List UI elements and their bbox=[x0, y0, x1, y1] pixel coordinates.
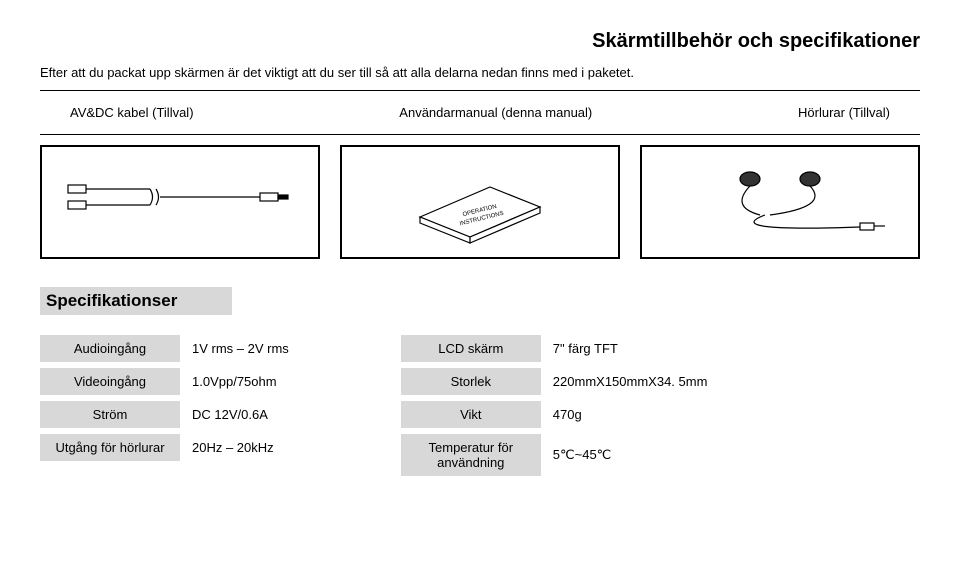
spec-value: 1.0Vpp/75ohm bbox=[180, 368, 289, 395]
images-row: OPERATION INSTRUCTIONS bbox=[40, 145, 920, 259]
image-headphones bbox=[640, 145, 920, 259]
item-label-2: Användarmanual (denna manual) bbox=[399, 105, 592, 120]
spec-label: Ström bbox=[40, 401, 180, 428]
specs-container: Audioingång 1V rms – 2V rms Videoingång … bbox=[40, 335, 920, 476]
spec-row-temp: Temperatur för användning 5℃~45℃ bbox=[401, 434, 720, 476]
specs-left-column: Audioingång 1V rms – 2V rms Videoingång … bbox=[40, 335, 301, 476]
spec-value: 7" färg TFT bbox=[541, 335, 630, 362]
spec-row-lcd: LCD skärm 7" färg TFT bbox=[401, 335, 720, 362]
spec-row-size: Storlek 220mmX150mmX34. 5mm bbox=[401, 368, 720, 395]
headphones-icon bbox=[660, 157, 900, 247]
spec-value: 1V rms – 2V rms bbox=[180, 335, 301, 362]
spec-row-audio: Audioingång 1V rms – 2V rms bbox=[40, 335, 301, 362]
spec-label: Audioingång bbox=[40, 335, 180, 362]
spec-label: Vikt bbox=[401, 401, 541, 428]
intro-text: Efter att du packat upp skärmen är det v… bbox=[40, 65, 920, 80]
spec-label: LCD skärm bbox=[401, 335, 541, 362]
divider-1 bbox=[40, 90, 920, 91]
page-title: Skärmtillbehör och specifikationer bbox=[40, 30, 920, 53]
item-label-1: AV&DC kabel (Tillval) bbox=[70, 105, 194, 120]
spec-row-weight: Vikt 470g bbox=[401, 401, 720, 428]
spec-value: 5℃~45℃ bbox=[541, 434, 623, 476]
spec-label: Temperatur för användning bbox=[401, 434, 541, 476]
specs-header: Specifikationser bbox=[40, 287, 232, 315]
manual-icon: OPERATION INSTRUCTIONS bbox=[380, 157, 580, 247]
spec-row-video: Videoingång 1.0Vpp/75ohm bbox=[40, 368, 301, 395]
spec-value: DC 12V/0.6A bbox=[180, 401, 280, 428]
spec-label: Utgång för hörlurar bbox=[40, 434, 180, 461]
spec-value: 220mmX150mmX34. 5mm bbox=[541, 368, 720, 395]
item-labels-row: AV&DC kabel (Tillval) Användarmanual (de… bbox=[40, 101, 920, 124]
spec-row-power: Ström DC 12V/0.6A bbox=[40, 401, 301, 428]
spec-label: Storlek bbox=[401, 368, 541, 395]
spec-label: Videoingång bbox=[40, 368, 180, 395]
specs-right-column: LCD skärm 7" färg TFT Storlek 220mmX150m… bbox=[401, 335, 720, 476]
spec-value: 470g bbox=[541, 401, 594, 428]
spec-value: 20Hz – 20kHz bbox=[180, 434, 286, 461]
divider-2 bbox=[40, 134, 920, 135]
image-cable bbox=[40, 145, 320, 259]
cable-icon bbox=[60, 157, 300, 247]
image-manual: OPERATION INSTRUCTIONS bbox=[340, 145, 620, 259]
spec-row-output: Utgång för hörlurar 20Hz – 20kHz bbox=[40, 434, 301, 461]
item-label-3: Hörlurar (Tillval) bbox=[798, 105, 890, 120]
